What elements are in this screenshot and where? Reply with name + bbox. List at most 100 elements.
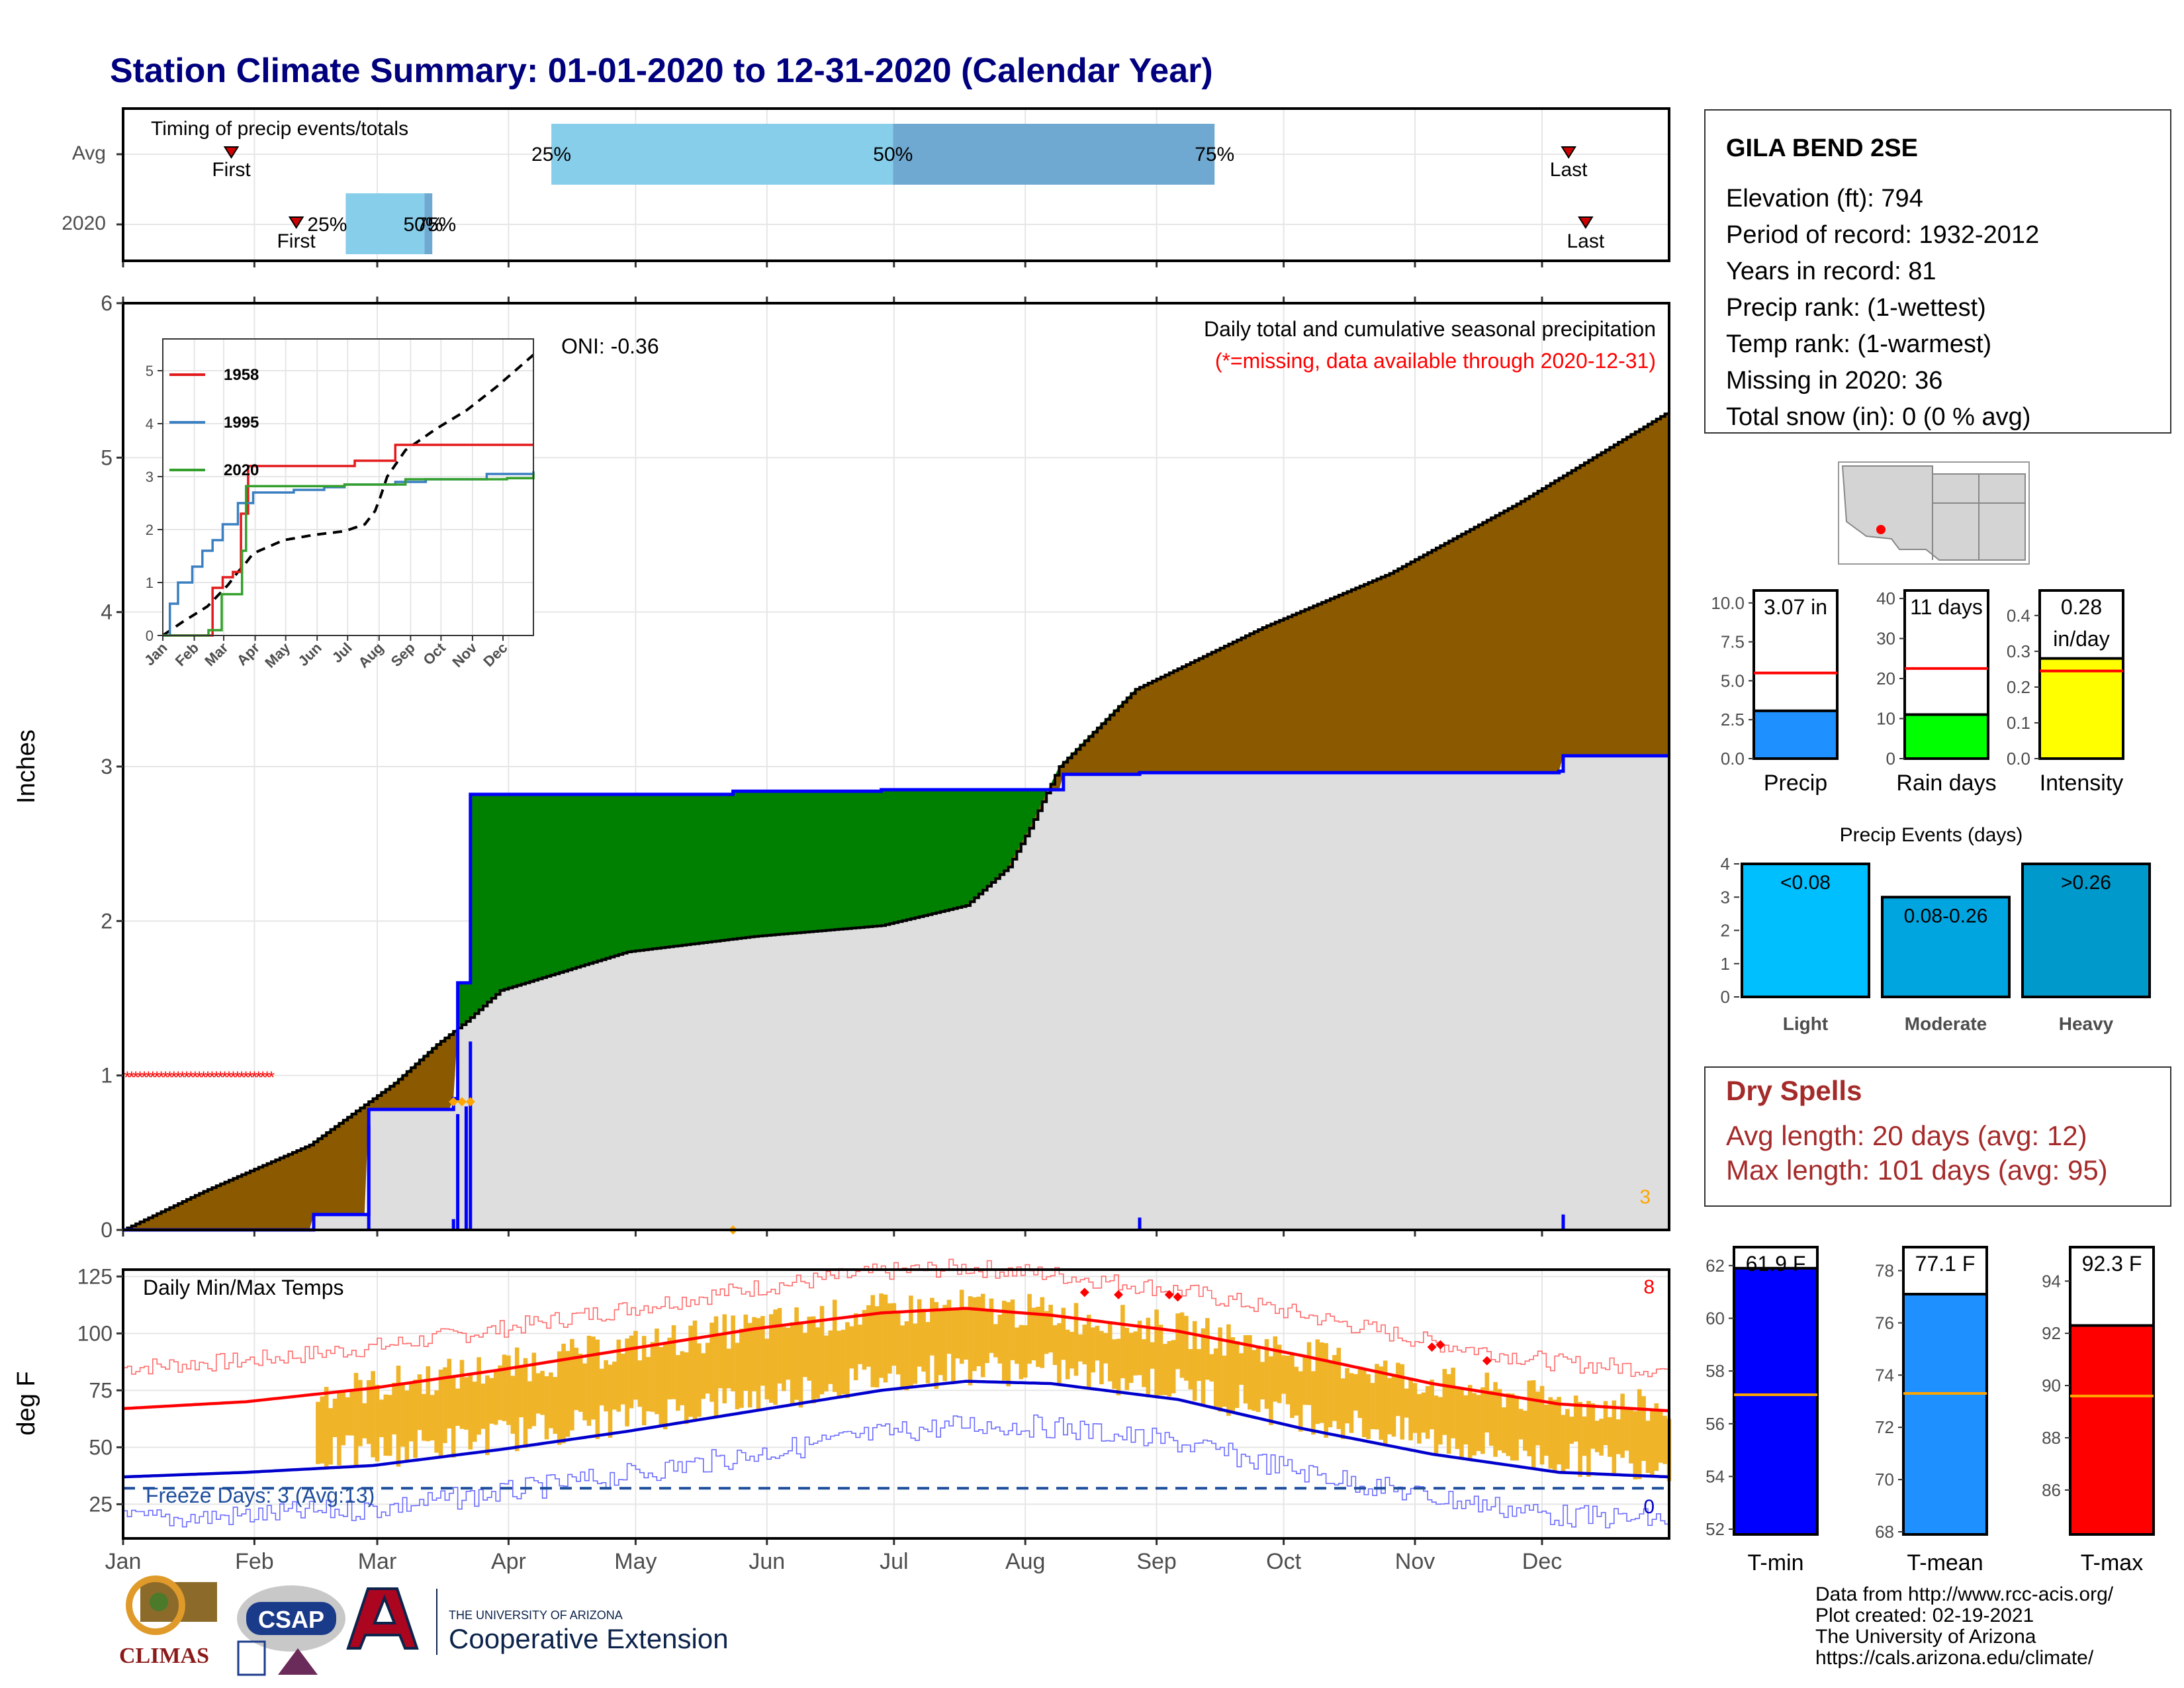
climas-logo-text: CLIMAS <box>119 1644 209 1668</box>
daily-temp-range-bar <box>1234 1341 1240 1409</box>
daily-temp-range-bar <box>1044 1311 1049 1354</box>
precip-y-tick-label: 6 <box>101 291 113 315</box>
daily-temp-range-bar <box>1484 1372 1490 1432</box>
daily-temp-range-bar <box>371 1371 375 1458</box>
2020-last-label: Last <box>1567 230 1604 252</box>
daily-temp-range-bar <box>1285 1355 1291 1405</box>
daily-temp-range-bar <box>874 1306 880 1387</box>
daily-temp-range-bar <box>1396 1362 1400 1417</box>
avg-last-marker <box>1561 146 1576 159</box>
daily-temp-range-bar <box>1573 1395 1578 1442</box>
daily-temp-range-bar <box>1345 1368 1349 1424</box>
timing-panel-label: Timing of precip events/totals <box>151 118 408 140</box>
daily-temp-range-bar <box>735 1342 740 1409</box>
missing-day-marker: * <box>179 1068 186 1088</box>
daily-temp-range-bar <box>502 1354 507 1421</box>
daily-temp-range-bar <box>1052 1325 1058 1366</box>
inset-average-line <box>161 353 535 637</box>
daily-temp-range-bar <box>782 1327 786 1391</box>
footer-credits: Data from http://www.rcc-acis.org/ Plot … <box>1815 1583 2114 1669</box>
daily-temp-range-bar <box>519 1366 523 1418</box>
university-of-arizona-logo: THE UNIVERSITY OF ARIZONA Cooperative Ex… <box>346 1587 729 1655</box>
daily-temp-range-bar <box>1379 1366 1384 1440</box>
daily-temp-range-bar <box>430 1395 435 1441</box>
daily-temp-range-bar <box>1455 1387 1460 1449</box>
daily-temp-range-bar <box>1645 1421 1651 1474</box>
avg-last-label: Last <box>1550 159 1588 181</box>
daily-temp-range-bar <box>1273 1336 1278 1402</box>
temp-bar-y-tick-label: 54 <box>1706 1466 1725 1486</box>
daily-temp-range-bar <box>1222 1355 1227 1407</box>
daily-temp-range-bar <box>1459 1389 1464 1459</box>
daily-temp-range-bar <box>604 1360 608 1412</box>
daily-temp-range-bar <box>786 1327 791 1380</box>
daily-temp-range-bar <box>523 1358 528 1448</box>
daily-temp-range-bar <box>1107 1323 1113 1382</box>
daily-temp-range-bar <box>726 1348 731 1389</box>
daily-temp-range-bar <box>819 1305 825 1395</box>
daily-temp-range-bar <box>1357 1369 1363 1419</box>
station-line-precip-rank: Precip rank: (1-wettest) <box>1726 294 1986 322</box>
avg-percent-label: 75% <box>1195 144 1234 165</box>
month-label: Sep <box>1136 1549 1177 1574</box>
daily-temp-range-bar <box>938 1308 943 1376</box>
missing-day-marker: * <box>141 1068 148 1088</box>
events-y-tick-label: 3 <box>1721 887 1730 907</box>
station-line-elevation: Elevation (ft): 794 <box>1726 185 1923 212</box>
missing-day-marker: * <box>166 1068 173 1088</box>
daily-temp-range-bar <box>1040 1297 1045 1368</box>
daily-temp-range-bar <box>608 1364 613 1438</box>
precip-y-tick-label: 3 <box>101 755 113 778</box>
missing-day-marker: * <box>268 1068 275 1088</box>
daily-temp-range-bar <box>383 1394 388 1456</box>
daily-temp-range-bar <box>1353 1374 1358 1411</box>
missing-day-marker: * <box>238 1068 245 1088</box>
dry-spells-max: Max length: 101 days (avg: 95) <box>1726 1154 2108 1186</box>
daily-temp-range-bar <box>1163 1344 1167 1395</box>
daily-temp-range-bar <box>1179 1312 1185 1378</box>
record-high-marker <box>1173 1292 1183 1302</box>
daily-temp-range-bar <box>1023 1325 1028 1378</box>
daily-temp-range-bar <box>1158 1325 1163 1395</box>
daily-temp-range-bar <box>904 1321 909 1391</box>
daily-temp-range-bar <box>375 1385 380 1462</box>
daily-temp-range-bar <box>1557 1397 1561 1465</box>
daily-temp-range-bar <box>413 1380 418 1458</box>
daily-temp-range-bar <box>438 1369 443 1458</box>
daily-temp-range-bar <box>989 1298 994 1353</box>
temp-bar-y-tick-label: 92 <box>2042 1323 2061 1343</box>
daily-temp-range-bar <box>408 1382 414 1442</box>
cumulative-2020-line <box>123 754 1669 1232</box>
precip-panel: *********************************** Dail… <box>13 291 1670 1242</box>
daily-temp-range-bar <box>443 1367 447 1444</box>
inset-y-tick-label: 2 <box>146 522 154 538</box>
daily-temp-range-bar <box>332 1398 338 1437</box>
month-label: Jan <box>105 1549 142 1574</box>
daily-temp-range-bar <box>553 1377 558 1434</box>
daily-temp-range-bar <box>535 1373 541 1414</box>
daily-temp-range-bar <box>667 1337 672 1400</box>
daily-temp-range-bar <box>1510 1393 1515 1461</box>
daily-temp-range-bar <box>870 1295 876 1387</box>
daily-temp-range-bar <box>1269 1356 1273 1425</box>
daily-temp-range-bar <box>1332 1355 1337 1421</box>
daily-temp-range-bar <box>1451 1368 1455 1438</box>
daily-temp-range-bar <box>866 1305 871 1367</box>
record-high-marker <box>1435 1340 1445 1350</box>
daily-temp-range-bar <box>1518 1409 1524 1440</box>
temp-bar-value-label: 61.9 F <box>1746 1252 1806 1276</box>
daily-temp-range-bar <box>1019 1325 1024 1380</box>
daily-temp-range-bar <box>1260 1362 1265 1400</box>
daily-temp-range-bar <box>1488 1391 1494 1446</box>
missing-day-marker: * <box>255 1068 262 1088</box>
daily-temp-range-bar <box>790 1322 795 1405</box>
daily-temp-range-bar <box>1209 1354 1214 1382</box>
daily-temp-range-bar <box>1073 1303 1079 1376</box>
record-high-marker <box>1427 1342 1437 1352</box>
events-bar-range: >0.26 <box>2061 872 2111 894</box>
daily-temp-range-bar <box>1531 1380 1536 1468</box>
daily-temp-range-bar <box>345 1397 350 1436</box>
daily-temp-range-bar <box>1086 1315 1091 1388</box>
inset-y-tick-label: 0 <box>146 628 154 644</box>
daily-temp-range-bar <box>1658 1410 1663 1463</box>
